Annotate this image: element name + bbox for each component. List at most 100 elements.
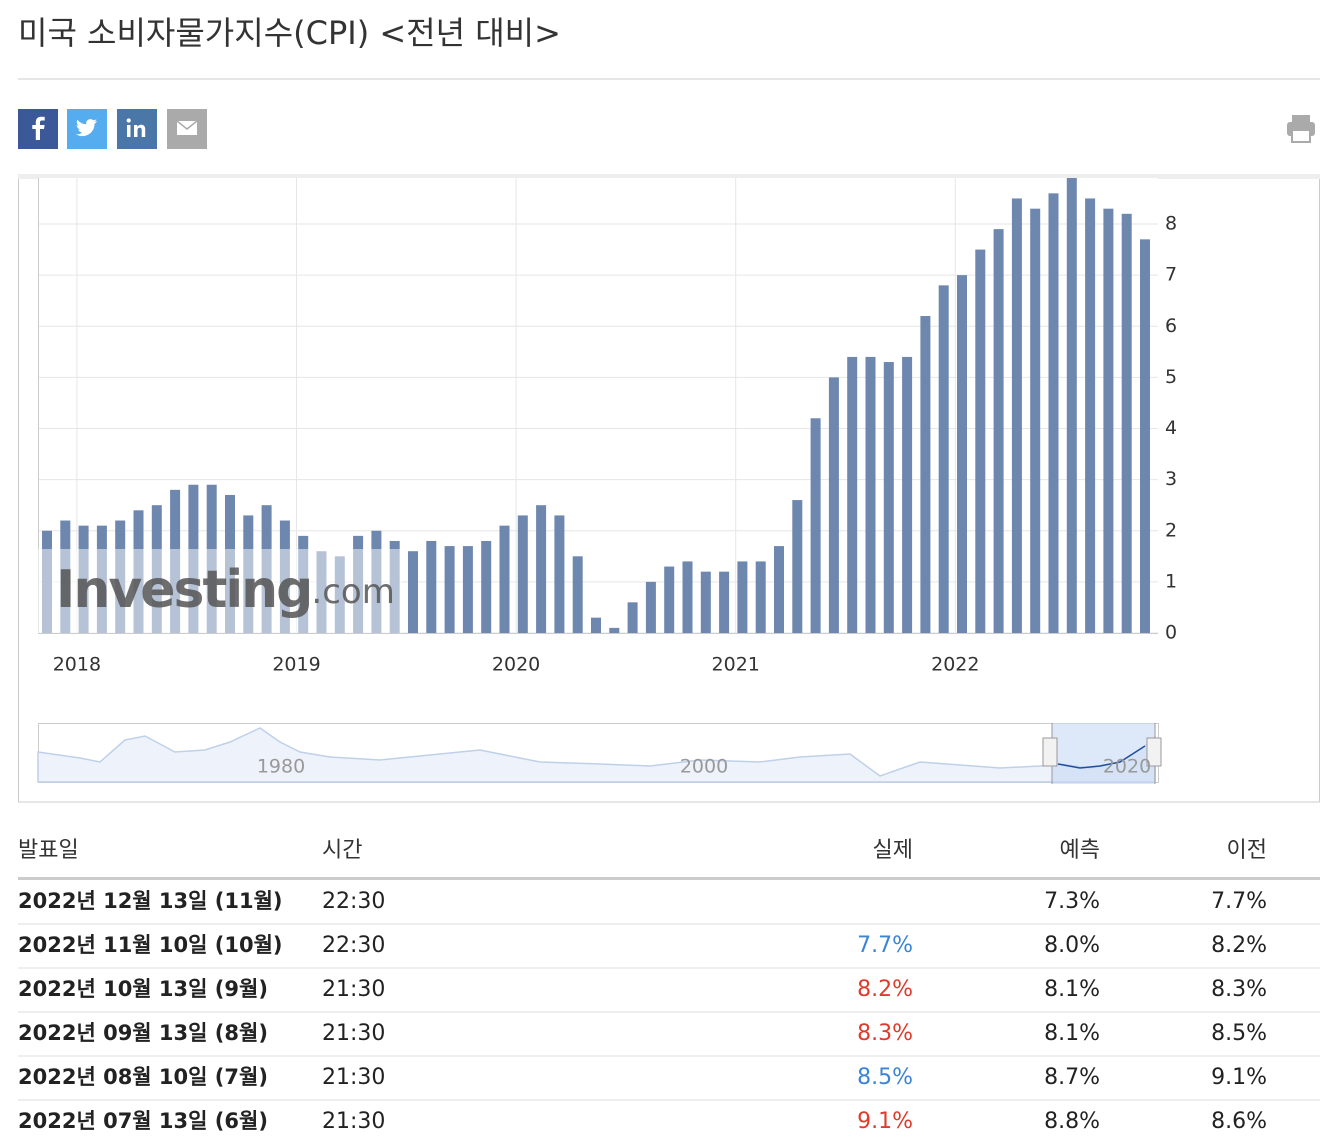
share-twitter[interactable]	[67, 109, 107, 149]
cell-forecast: 8.8%	[1044, 1109, 1100, 1134]
cell-actual: 9.1%	[857, 1109, 913, 1134]
x-tick-label: 2020	[492, 654, 540, 676]
share-linkedin[interactable]	[117, 109, 157, 149]
y-tick-label: 8	[1165, 213, 1177, 235]
table-header: 예측	[1060, 838, 1100, 863]
bar	[975, 249, 986, 633]
print-icon[interactable]	[1287, 115, 1315, 143]
bar	[737, 561, 748, 633]
navigator-label: 2000	[680, 756, 728, 778]
cell-forecast: 8.7%	[1044, 1065, 1100, 1090]
bar	[792, 500, 803, 633]
bar	[645, 581, 656, 633]
cell-forecast: 8.1%	[1044, 1021, 1100, 1046]
bar	[1066, 178, 1077, 634]
watermark-background	[38, 549, 402, 633]
y-tick-label: 4	[1165, 417, 1177, 439]
cell-previous: 8.6%	[1211, 1109, 1267, 1134]
watermark: Investing.com	[56, 560, 395, 620]
bar	[1121, 213, 1132, 634]
watermark-suffix: .com	[311, 572, 394, 612]
bar	[627, 602, 638, 633]
cell-actual: 8.5%	[857, 1065, 913, 1090]
watermark-main: Investing	[56, 560, 311, 620]
cell-forecast: 8.1%	[1044, 977, 1100, 1002]
y-tick-label: 3	[1165, 468, 1177, 490]
share-email[interactable]	[167, 109, 207, 149]
y-tick-label: 2	[1165, 519, 1177, 541]
cell-previous: 8.5%	[1211, 1021, 1267, 1046]
bar	[408, 551, 418, 633]
bar	[426, 540, 437, 633]
bar	[444, 546, 455, 633]
page-title: 미국 소비자물가지수(CPI) <전년 대비>	[18, 14, 561, 52]
cell-actual: 8.2%	[857, 977, 913, 1002]
bar	[517, 515, 528, 633]
cell-time: 22:30	[322, 933, 385, 958]
bar	[1103, 208, 1114, 633]
cell-date: 2022년 07월 13일 (6월)	[18, 1109, 268, 1133]
table-header: 이전	[1227, 838, 1267, 863]
bar	[865, 356, 876, 633]
share-facebook[interactable]	[18, 109, 58, 149]
bar	[957, 275, 967, 633]
cell-previous: 7.7%	[1211, 889, 1267, 914]
chart-shadow	[18, 174, 1320, 179]
bar	[847, 356, 858, 633]
y-tick-label: 1	[1165, 570, 1177, 592]
cell-previous: 9.1%	[1211, 1065, 1267, 1090]
bar	[1030, 208, 1041, 633]
bar	[664, 566, 675, 633]
bar	[591, 617, 601, 633]
cell-time: 21:30	[322, 977, 385, 1002]
bar	[902, 356, 913, 633]
cell-date: 2022년 09월 13일 (8월)	[18, 1021, 268, 1045]
y-tick-label: 0	[1165, 622, 1177, 644]
navigator-label: 1980	[257, 756, 305, 778]
bar	[938, 285, 949, 633]
bar	[1048, 193, 1059, 633]
cell-time: 21:30	[322, 1109, 385, 1134]
bar	[572, 556, 583, 633]
x-tick-label: 2019	[272, 654, 320, 676]
cell-date: 2022년 12월 13일 (11월)	[18, 889, 283, 913]
cell-date: 2022년 08월 10일 (7월)	[18, 1065, 268, 1089]
bar	[883, 362, 894, 633]
navigator[interactable]	[37, 723, 1162, 784]
table-header: 실제	[873, 838, 913, 863]
bar	[828, 377, 839, 633]
x-tick-label: 2018	[53, 654, 101, 676]
bar	[1140, 239, 1150, 633]
cell-forecast: 7.3%	[1044, 889, 1100, 914]
cell-date: 2022년 10월 13일 (9월)	[18, 977, 268, 1001]
bar	[920, 316, 931, 633]
bar	[536, 505, 547, 633]
bar	[774, 546, 784, 633]
bar	[554, 515, 565, 633]
cell-time: 22:30	[322, 889, 385, 914]
x-tick-label: 2022	[931, 654, 979, 676]
bar	[993, 229, 1004, 633]
bar	[462, 546, 473, 633]
cell-time: 21:30	[322, 1065, 385, 1090]
bar	[700, 571, 711, 633]
cell-forecast: 8.0%	[1044, 933, 1100, 958]
header-rule	[18, 877, 1320, 880]
y-tick-label: 6	[1165, 315, 1177, 337]
bar	[499, 525, 510, 633]
y-tick-label: 5	[1165, 366, 1177, 388]
bar	[1085, 198, 1096, 633]
bar	[1011, 198, 1022, 633]
cell-time: 21:30	[322, 1021, 385, 1046]
cell-actual: 7.7%	[857, 933, 913, 958]
navigator-label: 2020	[1103, 756, 1151, 778]
cell-date: 2022년 11월 10일 (10월)	[18, 933, 283, 957]
bar	[755, 561, 766, 633]
table-header: 시간	[322, 838, 362, 863]
cell-actual: 8.3%	[857, 1021, 913, 1046]
table-header: 발표일	[18, 838, 79, 863]
bar	[810, 418, 821, 633]
y-tick-label: 7	[1165, 264, 1177, 286]
bar	[481, 540, 492, 633]
